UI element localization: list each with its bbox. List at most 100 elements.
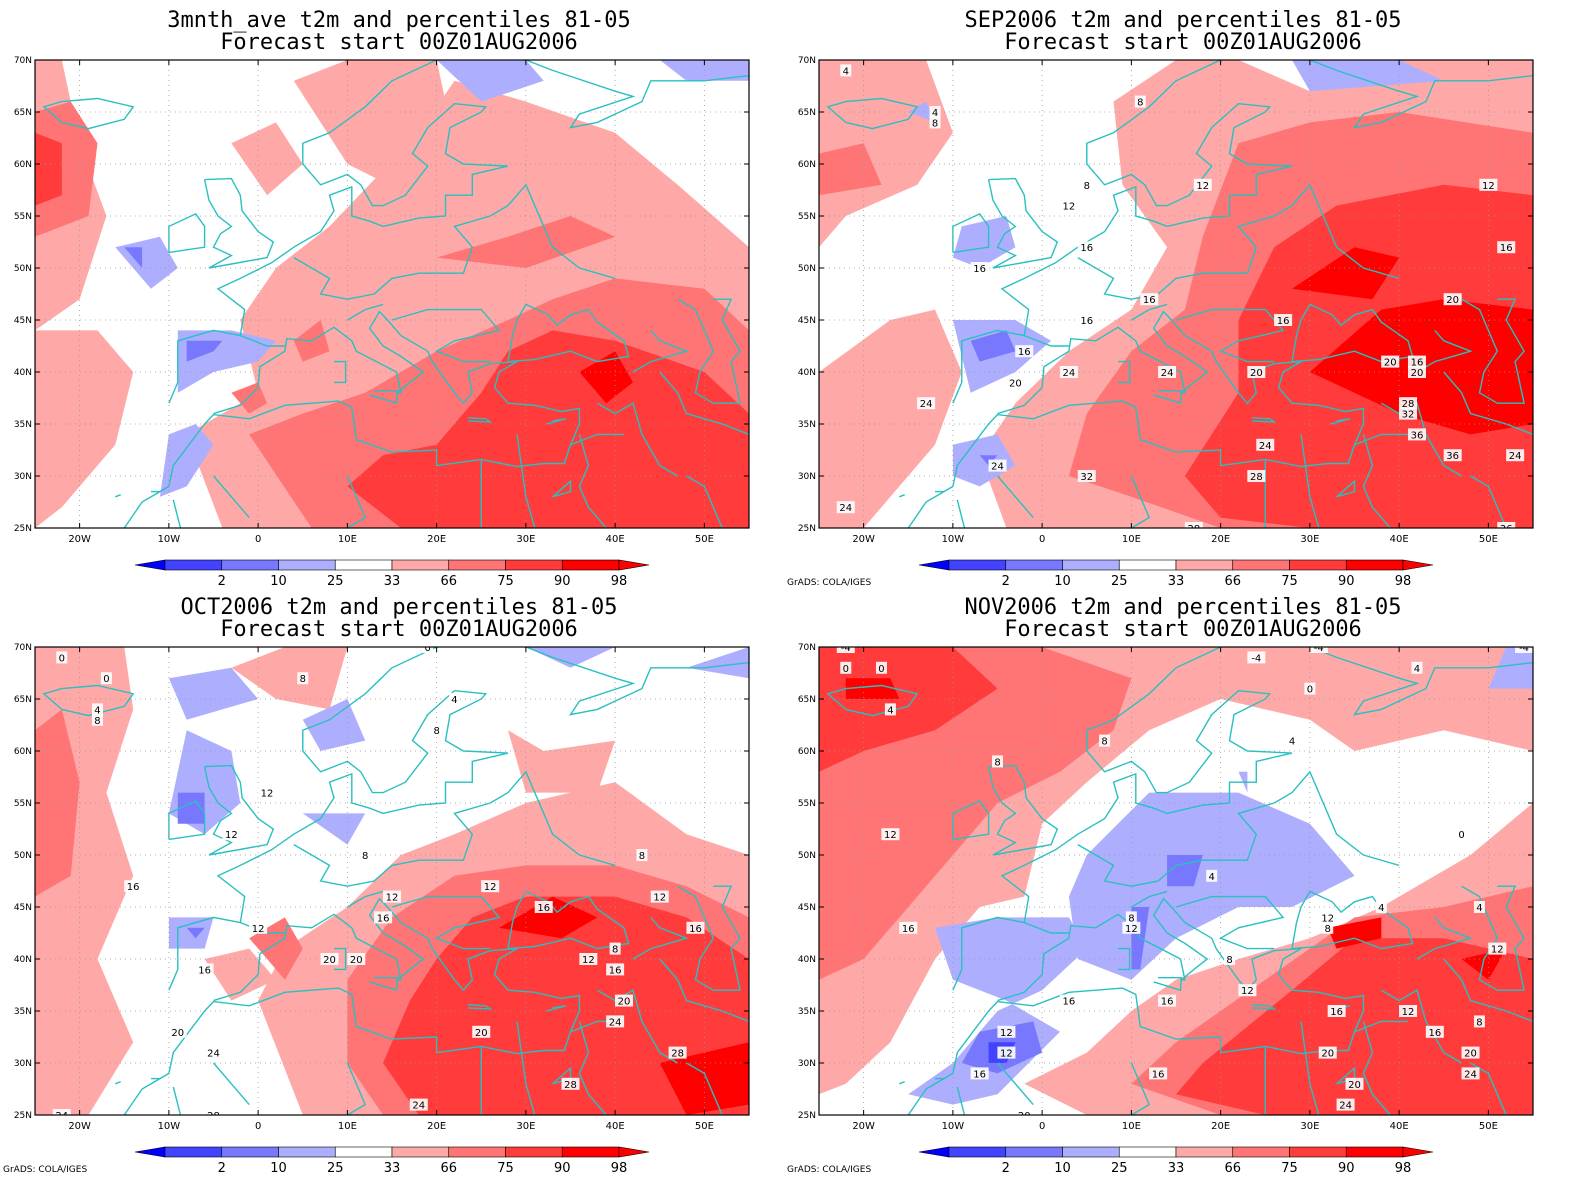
svg-text:24: 24	[1464, 1069, 1477, 1080]
coastline	[1077, 770, 1400, 887]
coastline	[203, 764, 275, 856]
colorbar-segment	[505, 559, 563, 571]
contour-label: 36	[1443, 449, 1462, 462]
coastline	[467, 1004, 493, 1010]
coastline	[293, 183, 616, 300]
colorbar-label: 25	[327, 574, 344, 589]
coastline	[659, 958, 749, 1023]
contour-label: 12	[1193, 178, 1212, 192]
lon-tick-label: 10W	[942, 534, 965, 545]
colorbar-label: 90	[554, 574, 571, 589]
contour-label: 24	[606, 1015, 625, 1028]
svg-text:8: 8	[1325, 924, 1331, 935]
svg-text:12: 12	[1000, 1049, 1013, 1060]
coastline	[42, 97, 135, 130]
panel-title: SEP2006 t2m and percentiles 81-05	[964, 8, 1402, 33]
svg-text:8: 8	[1226, 955, 1232, 966]
coastline	[1470, 475, 1507, 528]
colorbar-label: 25	[1111, 574, 1128, 589]
coastline	[172, 1086, 182, 1115]
svg-text:16: 16	[537, 903, 550, 914]
lat-tick-label: 60N	[14, 160, 32, 170]
contour-label: 16	[1497, 241, 1516, 254]
coastline	[1300, 1021, 1320, 1115]
contour-label: 20	[1345, 1077, 1364, 1091]
svg-text:12: 12	[484, 882, 497, 893]
lon-tick-label: 50E	[695, 1121, 714, 1132]
coastline	[507, 890, 630, 950]
lon-tick-label: 40E	[606, 534, 625, 545]
svg-text:24: 24	[839, 503, 852, 514]
coastline	[1291, 890, 1414, 950]
contour-label: 0	[1456, 828, 1468, 841]
svg-text:12: 12	[1482, 181, 1495, 192]
contour-label: 8	[1125, 911, 1137, 924]
lat-tick-label: 60N	[14, 747, 32, 757]
colorbar-label: 75	[1281, 1161, 1298, 1176]
coastline	[172, 499, 182, 528]
svg-text:16: 16	[1330, 1007, 1343, 1018]
percentile-shading	[436, 60, 544, 102]
plot-frame	[818, 59, 1534, 529]
contour-label: 32	[1077, 470, 1096, 483]
percentile-shading	[231, 122, 303, 196]
contour-label: 8	[1134, 95, 1146, 109]
coastline	[1416, 329, 1473, 373]
coastline	[1024, 921, 1069, 934]
contour-label: 24	[988, 459, 1007, 473]
colorbar-segment	[134, 1146, 166, 1158]
lon-tick-label: 10E	[1122, 1121, 1141, 1132]
lon-tick-label: 30E	[516, 1121, 535, 1132]
coastline	[826, 97, 919, 130]
contour-label: 16	[606, 963, 625, 976]
svg-text:16: 16	[1161, 997, 1174, 1008]
lon-tick-label: 0	[255, 534, 261, 545]
coastline	[516, 1021, 536, 1115]
coastline	[677, 298, 741, 404]
percentile-shading	[819, 309, 962, 528]
svg-text:0: 0	[1307, 685, 1313, 696]
colorbar-segment	[1345, 559, 1404, 571]
coastline	[347, 890, 384, 908]
contour-label: 24	[1336, 1098, 1355, 1112]
colorbar-segment	[278, 559, 336, 571]
svg-text:16: 16	[1080, 316, 1093, 327]
colorbar-label: 10	[270, 574, 287, 589]
contour-label: 16	[195, 963, 214, 976]
coastline	[1251, 417, 1277, 423]
contour-label: 24	[1461, 1067, 1480, 1080]
colorbar-segment	[948, 559, 1007, 571]
coastline	[1130, 1062, 1151, 1115]
contour-label: 12	[1122, 921, 1141, 935]
coastline	[1354, 433, 1408, 446]
contour-label: 28	[561, 1077, 580, 1091]
lon-tick-label: 20E	[1211, 534, 1230, 545]
coastline	[686, 1062, 723, 1115]
lon-tick-label: 0	[1039, 1121, 1045, 1132]
svg-text:20: 20	[1018, 1111, 1031, 1122]
contour-label: 16	[1015, 345, 1034, 358]
colorbar-label: 2	[1002, 1161, 1010, 1176]
svg-text:24: 24	[1161, 368, 1174, 379]
colorbar-segment	[334, 559, 393, 571]
lat-tick-label: 65N	[14, 695, 32, 705]
svg-text:12: 12	[1321, 913, 1334, 924]
contour-label: 20	[1006, 376, 1025, 389]
coastline	[659, 371, 749, 436]
percentile-shading	[579, 351, 633, 404]
contour-label: -4	[1309, 647, 1328, 654]
svg-text:16: 16	[609, 965, 622, 976]
plot-frame	[34, 59, 750, 529]
svg-text:24: 24	[1339, 1101, 1352, 1112]
contour-label: 20	[1461, 1046, 1480, 1060]
lon-tick-label: 10E	[1122, 534, 1141, 545]
percentile-shading	[819, 143, 882, 196]
svg-text:8: 8	[433, 726, 439, 737]
percentile-shading	[35, 132, 62, 206]
svg-text:4: 4	[932, 108, 938, 119]
lat-tick-label: 25N	[798, 524, 816, 534]
coastline	[123, 897, 581, 1115]
contour-label: 12	[579, 953, 598, 966]
colorbar-label: 33	[1168, 574, 1185, 589]
lat-tick-label: 30N	[14, 472, 32, 482]
